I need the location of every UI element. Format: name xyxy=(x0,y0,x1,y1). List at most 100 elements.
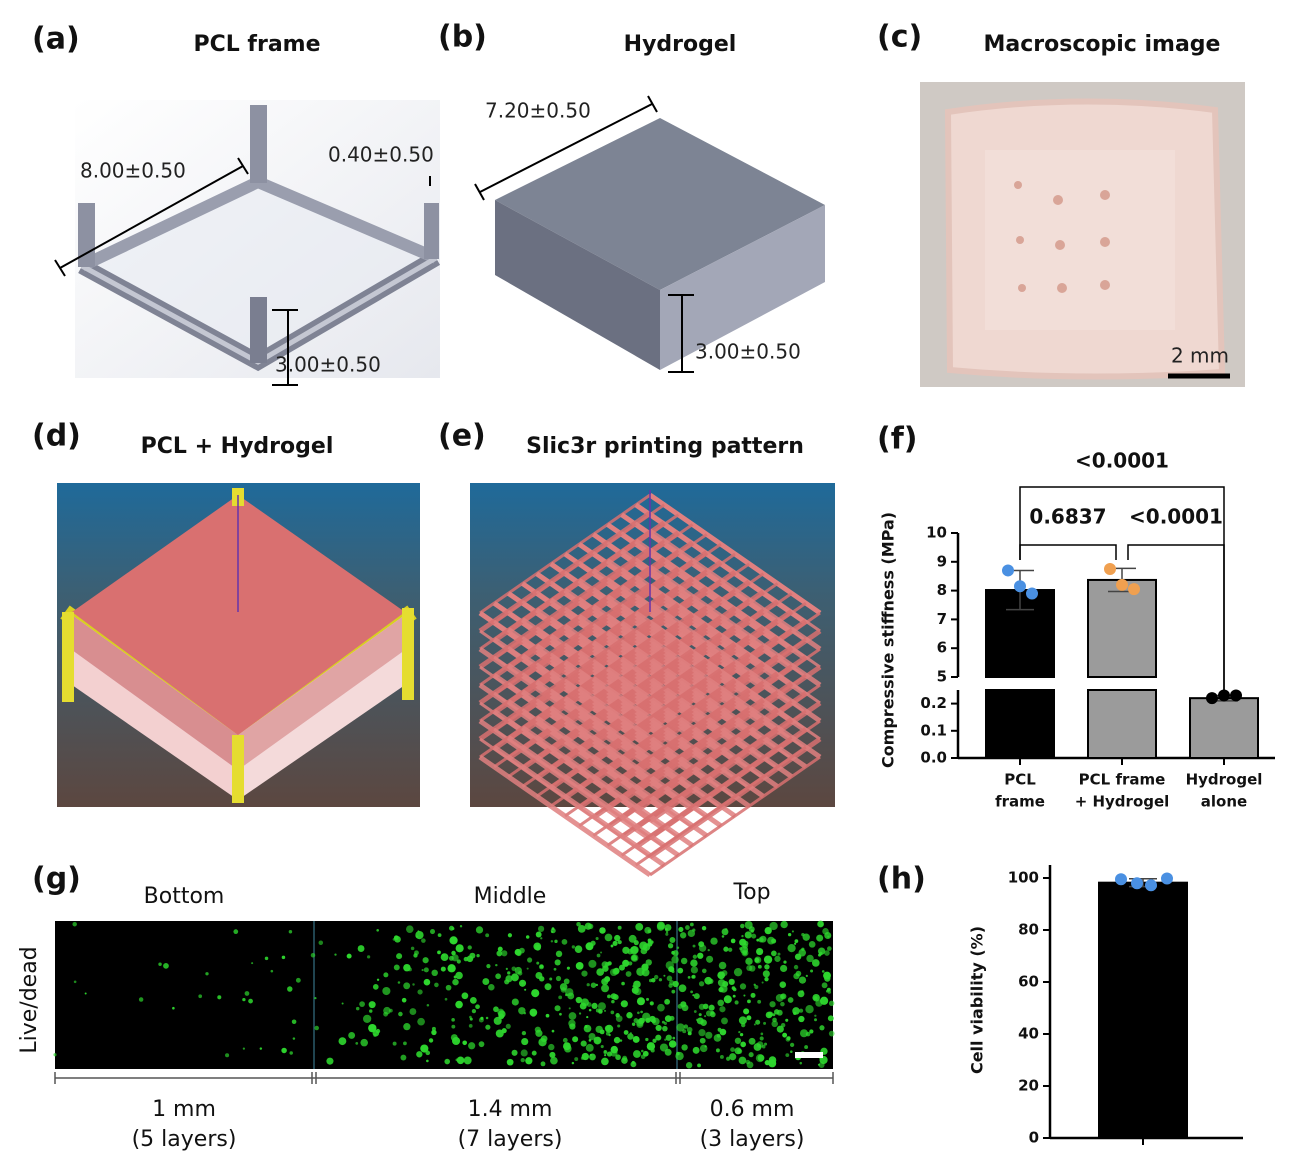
cell xyxy=(739,947,743,951)
cell xyxy=(607,961,612,966)
y-tick-label: 8 xyxy=(937,581,947,599)
cell xyxy=(455,971,463,980)
bar xyxy=(1087,578,1157,678)
section-name: Bottom xyxy=(144,884,225,909)
cell xyxy=(816,934,824,942)
cell xyxy=(588,1033,596,1041)
cell xyxy=(640,1010,643,1014)
cell xyxy=(668,966,675,973)
cell xyxy=(636,997,645,1006)
bar xyxy=(1087,689,1157,759)
cell xyxy=(604,933,613,942)
cell xyxy=(741,1022,746,1028)
cell xyxy=(664,1038,667,1041)
cell xyxy=(794,939,799,943)
cell xyxy=(828,1030,835,1037)
cell xyxy=(655,1024,662,1032)
cell xyxy=(588,1008,592,1012)
cell xyxy=(568,1012,577,1020)
cell xyxy=(690,959,698,967)
cell xyxy=(756,1041,764,1049)
cell xyxy=(827,946,832,951)
cell xyxy=(662,1025,668,1032)
cell xyxy=(475,1004,480,1010)
cell xyxy=(452,978,459,986)
cell xyxy=(685,925,690,930)
cell xyxy=(287,986,293,992)
cell xyxy=(691,974,696,979)
cell xyxy=(505,967,508,970)
cell xyxy=(721,935,725,938)
cell xyxy=(579,1002,587,1010)
cell xyxy=(242,997,246,1002)
cell xyxy=(368,1001,376,1009)
cell xyxy=(695,1018,699,1022)
cell xyxy=(698,1003,705,1010)
cell xyxy=(292,1037,296,1040)
cell xyxy=(797,990,805,998)
cell xyxy=(366,955,371,959)
cell xyxy=(719,1006,726,1013)
cell xyxy=(686,1026,693,1033)
panel-label: (b) xyxy=(438,20,487,55)
cell xyxy=(417,1017,425,1026)
cell xyxy=(561,939,568,945)
panel-label: (g) xyxy=(32,862,81,897)
cell xyxy=(763,955,773,964)
cell xyxy=(664,1015,672,1022)
scale-bar-label: 2 mm xyxy=(1171,344,1229,368)
cell xyxy=(437,933,442,937)
cell xyxy=(705,1010,713,1017)
cell xyxy=(670,1042,674,1046)
cell xyxy=(804,1045,809,1050)
lattice-rod xyxy=(649,755,821,877)
cell xyxy=(295,977,301,983)
cell xyxy=(677,967,684,974)
cell xyxy=(338,1037,347,1046)
cell xyxy=(746,1015,752,1021)
cell xyxy=(652,1038,657,1043)
cell xyxy=(610,993,617,1000)
cell xyxy=(692,1046,700,1054)
cell xyxy=(163,962,169,969)
cell xyxy=(685,1062,693,1069)
cell xyxy=(359,1001,365,1008)
cell xyxy=(368,1023,377,1033)
cell xyxy=(521,1030,527,1036)
cell xyxy=(717,1027,722,1032)
cell xyxy=(451,950,456,956)
cell xyxy=(730,1047,735,1053)
cell xyxy=(558,995,563,1000)
section-name: Middle xyxy=(474,884,547,909)
cell xyxy=(550,1056,558,1065)
y-axis-label: Cell viability (%) xyxy=(968,926,987,1074)
cell xyxy=(779,981,787,988)
bar xyxy=(1189,697,1259,759)
cell xyxy=(707,948,710,952)
cell xyxy=(632,985,635,988)
y-tick-label: 60 xyxy=(1018,973,1039,991)
cell xyxy=(763,1021,767,1025)
cell xyxy=(495,973,501,980)
cell xyxy=(647,941,653,947)
cell xyxy=(750,929,754,933)
cell xyxy=(527,957,533,963)
cell xyxy=(270,969,274,973)
cell xyxy=(815,999,823,1007)
cell xyxy=(393,964,400,971)
cell xyxy=(728,978,735,985)
cell xyxy=(248,998,253,1004)
y-tick-label: 6 xyxy=(937,639,947,657)
cell xyxy=(554,1005,561,1012)
cell xyxy=(780,1001,785,1007)
cell xyxy=(548,1043,555,1051)
cell xyxy=(806,954,814,963)
significance-bracket xyxy=(1127,544,1225,690)
cell xyxy=(719,1055,724,1059)
cell xyxy=(661,1020,665,1024)
y-tick-label: 80 xyxy=(1018,921,1039,939)
dimension: 3.00±0.50 xyxy=(695,340,801,364)
cell xyxy=(448,955,454,961)
cell xyxy=(710,937,718,945)
cell xyxy=(737,1048,743,1054)
